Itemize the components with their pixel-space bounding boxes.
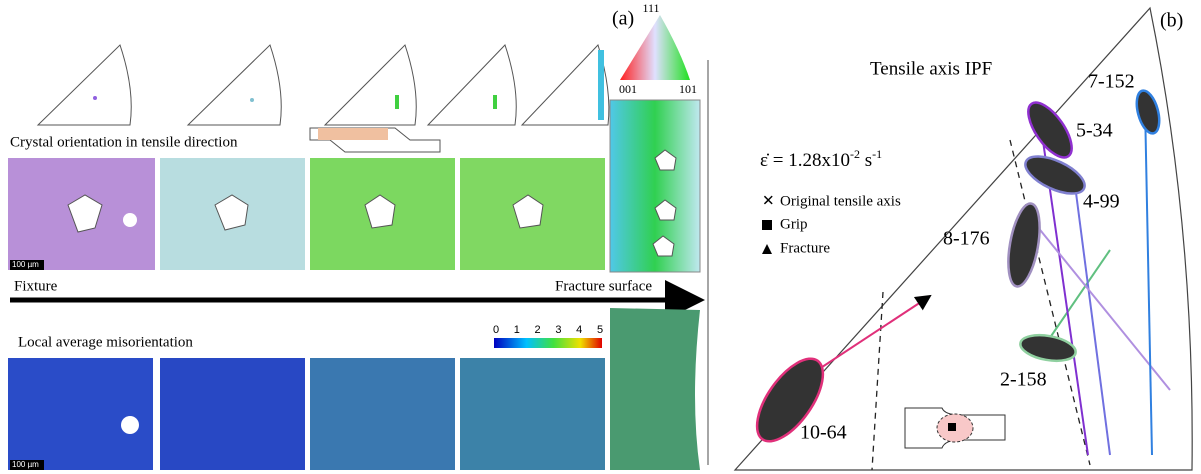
legend-entry: Grip bbox=[780, 216, 808, 232]
svg-text:✕: ✕ bbox=[762, 193, 775, 209]
sample-label: 8-176 bbox=[943, 228, 990, 250]
colorbar-tick: 2 bbox=[535, 324, 541, 336]
row-title: Crystal orientation in tensile direction bbox=[10, 134, 238, 150]
legend-entry: Fracture bbox=[780, 240, 830, 256]
colorbar bbox=[494, 338, 602, 348]
sample-label: 2-158 bbox=[1000, 369, 1047, 391]
sample-label: 7-152 bbox=[1088, 71, 1135, 93]
ipf-key-label: 111 bbox=[642, 1, 659, 15]
colorbar-tick: 1 bbox=[514, 324, 520, 336]
ipf-title: Tensile axis IPF bbox=[870, 58, 992, 79]
scale-bar: 100 µm bbox=[12, 260, 39, 269]
arrow-label: Fracture surface bbox=[555, 278, 652, 294]
scale-bar: 100 µm bbox=[12, 460, 39, 469]
colorbar-tick: 4 bbox=[576, 324, 582, 336]
small-ipfs bbox=[38, 45, 609, 125]
sample-label: 5-34 bbox=[1076, 120, 1113, 142]
colorbar-tick: 0 bbox=[493, 324, 499, 336]
panel-label: (a) bbox=[612, 8, 634, 30]
ipf-key-label: 101 bbox=[679, 82, 697, 96]
row-title: Local average misorientation bbox=[18, 334, 193, 350]
panel-label: (b) bbox=[1160, 10, 1183, 32]
figure: (a) 111 001 101 Crystal orientation in t… bbox=[0, 0, 1201, 474]
panel-b: (b) Tensile axis IPF ε̇ = 1.28x10-2 s-1 … bbox=[735, 8, 1192, 470]
legend-entry: Original tensile axis bbox=[780, 193, 901, 209]
ipf-key-label: 001 bbox=[619, 82, 637, 96]
colorbar-tick: 5 bbox=[597, 324, 603, 336]
panel-a: (a) 111 001 101 Crystal orientation in t… bbox=[8, 1, 700, 470]
arrow-label: Fixture bbox=[14, 278, 58, 294]
sample-label: 10-64 bbox=[800, 422, 847, 444]
sample-label: 4-99 bbox=[1083, 191, 1120, 213]
strain-rate: ε̇ = 1.28x10-2 s-1 bbox=[760, 147, 882, 172]
colorbar-tick: 3 bbox=[555, 324, 561, 336]
